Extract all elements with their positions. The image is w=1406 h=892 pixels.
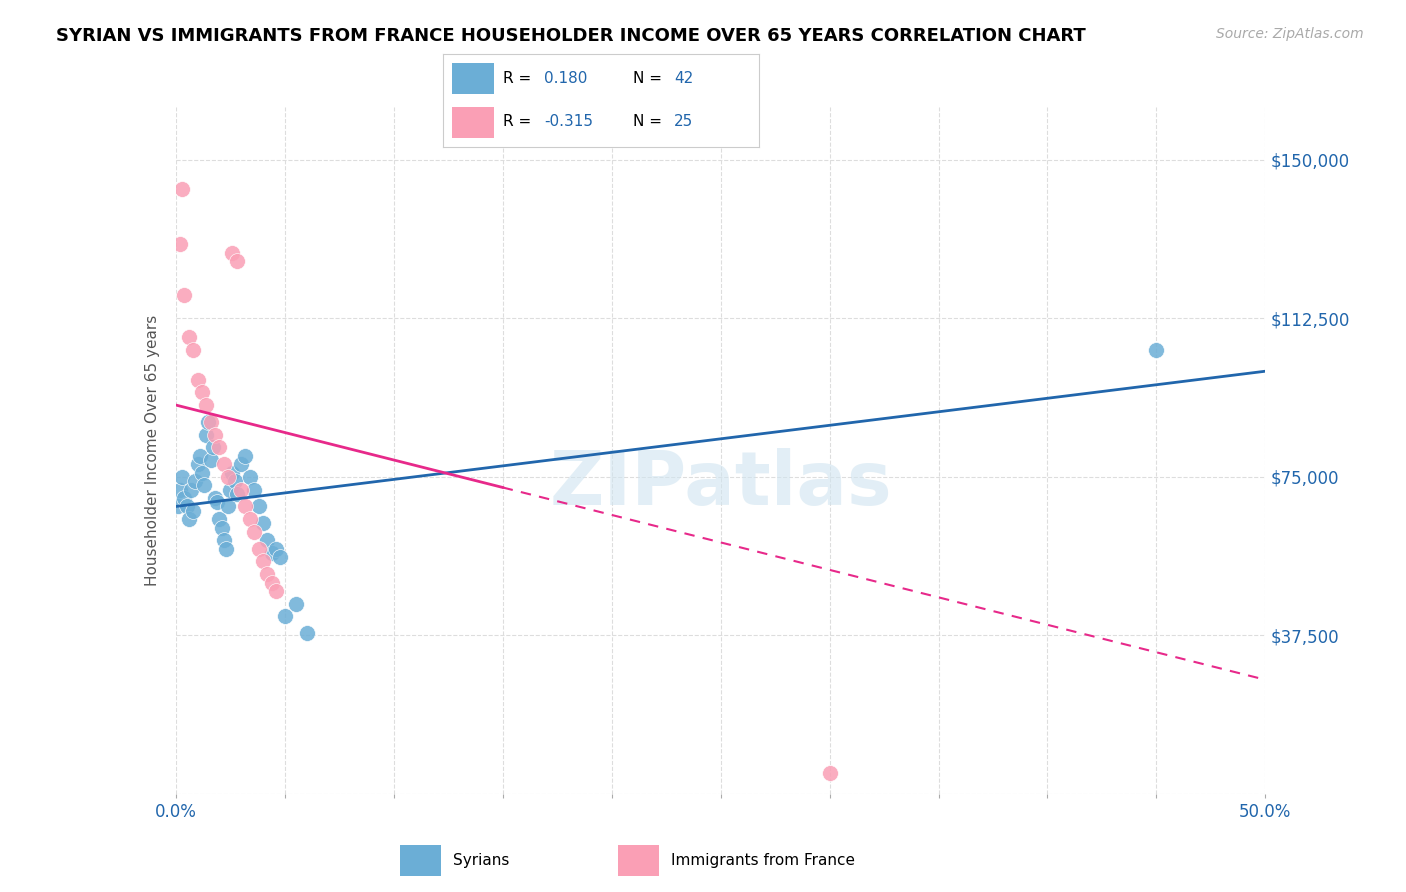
Point [186, 457, 209, 471]
Point [256, 533, 278, 548]
Point [195, 427, 218, 442]
Point [235, 500, 257, 514]
Bar [453, 63, 494, 94]
Point [274, 609, 297, 624]
Point [295, 626, 318, 640]
Text: 0.180: 0.180 [544, 71, 588, 87]
Point [181, 343, 204, 357]
Point [200, 415, 222, 429]
Point [217, 500, 239, 514]
Point [177, 330, 200, 344]
Point [818, 765, 841, 780]
Point [235, 449, 257, 463]
Point [247, 500, 270, 514]
Text: SYRIAN VS IMMIGRANTS FROM FRANCE HOUSEHOLDER INCOME OVER 65 YEARS CORRELATION CH: SYRIAN VS IMMIGRANTS FROM FRANCE HOUSEHO… [56, 27, 1085, 45]
Text: R =: R = [503, 114, 536, 129]
Point [173, 491, 195, 505]
Point [243, 483, 266, 497]
Point [1144, 343, 1167, 357]
Point [215, 541, 238, 556]
Point [172, 470, 194, 484]
Point [186, 373, 209, 387]
Bar [399, 846, 441, 876]
Point [225, 254, 247, 268]
Point [219, 483, 242, 497]
Point [204, 491, 226, 505]
Point [221, 466, 243, 480]
Point [260, 575, 283, 590]
Point [169, 237, 191, 252]
Point [260, 546, 283, 560]
Text: 42: 42 [673, 71, 693, 87]
Point [184, 474, 207, 488]
Point [239, 512, 262, 526]
Bar [453, 107, 494, 138]
Text: N =: N = [633, 71, 666, 87]
Point [217, 470, 239, 484]
Point [200, 453, 222, 467]
Text: 25: 25 [673, 114, 693, 129]
Point [204, 427, 226, 442]
Point [167, 500, 190, 514]
Point [252, 554, 274, 568]
Text: -0.315: -0.315 [544, 114, 593, 129]
Point [195, 398, 218, 412]
Point [211, 520, 233, 534]
Point [231, 457, 253, 471]
Point [169, 483, 191, 497]
Point [264, 541, 287, 556]
Point [212, 457, 235, 471]
Text: N =: N = [633, 114, 666, 129]
Text: Immigrants from France: Immigrants from France [671, 854, 855, 868]
Point [176, 500, 198, 514]
Point [188, 449, 211, 463]
Text: R =: R = [503, 71, 536, 87]
Point [197, 415, 219, 429]
Point [201, 440, 224, 454]
Point [208, 512, 231, 526]
Point [221, 245, 243, 260]
Point [247, 541, 270, 556]
Point [208, 440, 231, 454]
Point [177, 512, 200, 526]
Point [193, 478, 215, 492]
Point [173, 288, 195, 302]
Point [284, 597, 307, 611]
Point [256, 567, 278, 582]
Point [191, 466, 214, 480]
Point [181, 504, 204, 518]
Point [239, 470, 262, 484]
Text: Source: ZipAtlas.com: Source: ZipAtlas.com [1216, 27, 1364, 41]
Point [172, 182, 194, 196]
Point [191, 385, 214, 400]
Point [264, 584, 287, 599]
Text: ZIPatlas: ZIPatlas [550, 449, 891, 521]
Point [212, 533, 235, 548]
Text: Syrians: Syrians [453, 854, 509, 868]
Point [224, 474, 246, 488]
Y-axis label: Householder Income Over 65 years: Householder Income Over 65 years [145, 315, 160, 586]
Point [225, 487, 247, 501]
Point [231, 483, 253, 497]
Point [243, 524, 266, 539]
Point [269, 550, 291, 565]
Point [180, 483, 202, 497]
Bar [619, 846, 659, 876]
Point [205, 495, 228, 509]
Point [252, 516, 274, 531]
